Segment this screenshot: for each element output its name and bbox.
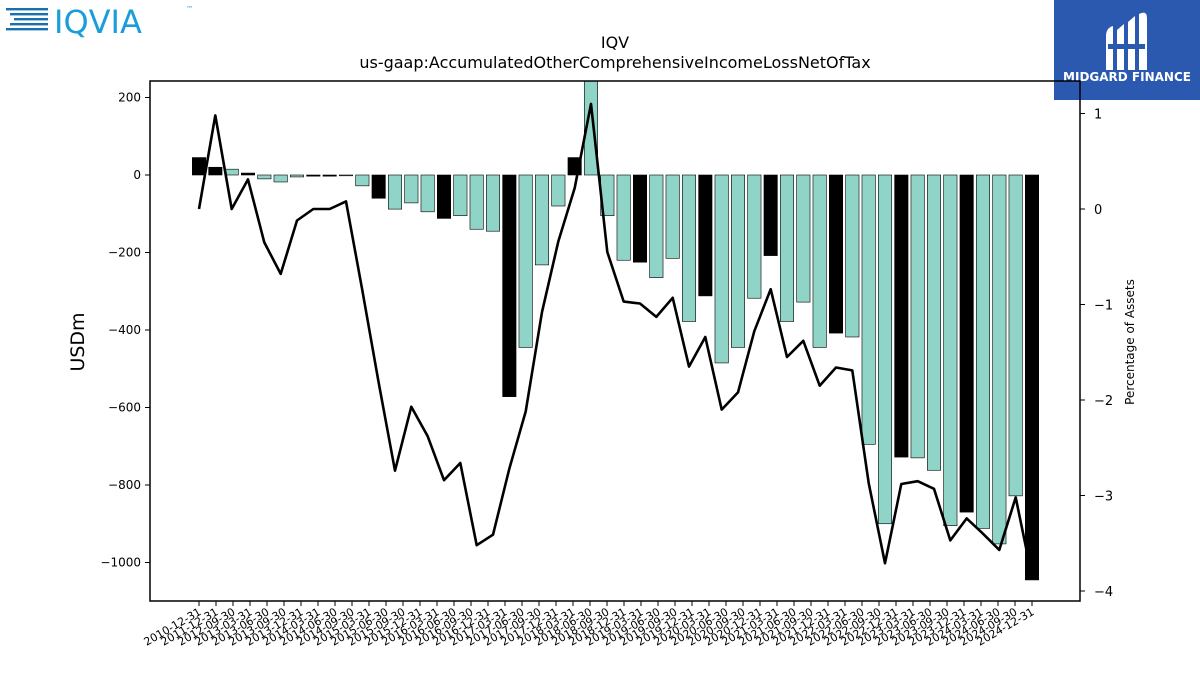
iqvia-logo: IQVIA ™ — [6, 3, 193, 41]
bar — [224, 168, 239, 176]
bar — [731, 174, 745, 348]
y-tick-label: −800 — [108, 478, 141, 492]
y2-tick-label: −1 — [1094, 299, 1113, 314]
bar — [1008, 174, 1023, 497]
bar — [241, 172, 255, 176]
chart-subtitle: us-gaap:AccumulatedOtherComprehensiveInc… — [359, 53, 870, 72]
bar — [322, 174, 337, 177]
bar — [551, 174, 566, 207]
y2-tick-label: −3 — [1094, 490, 1113, 505]
bar — [469, 174, 484, 230]
bar — [861, 174, 876, 445]
bar — [306, 174, 321, 177]
bar — [616, 174, 631, 261]
y-tick-label: −600 — [108, 401, 141, 415]
bar — [649, 174, 664, 278]
bar — [714, 174, 729, 364]
bar — [747, 174, 762, 299]
y-axis-ticks: 200 0 −200 −400 −600 −800 −1000 — [100, 91, 150, 570]
bar — [535, 174, 549, 266]
bar — [1025, 174, 1039, 581]
x-axis-ticks: 2010-12-312011-12-312012-09-302013-03-31… — [142, 601, 1037, 649]
y2-axis-ticks: 1 0 −1 −2 −3 −4 — [1080, 108, 1113, 600]
bar — [339, 174, 353, 177]
chart-title: IQV — [601, 33, 629, 52]
bar — [388, 174, 402, 210]
y2-tick-label: 1 — [1094, 108, 1102, 123]
midgard-logo-background — [1054, 0, 1200, 100]
iqvia-logo-text: IQVIA — [54, 3, 142, 41]
midgard-finance-logo: MIDGARD FINANCE — [1054, 0, 1200, 100]
bar — [355, 174, 370, 187]
midgard-emblem-icon — [1106, 12, 1147, 70]
percentage-line — [197, 102, 1034, 577]
bar — [845, 174, 860, 338]
bar — [976, 174, 990, 529]
bar — [992, 174, 1007, 545]
bar — [192, 157, 206, 176]
bar — [208, 166, 223, 176]
bar — [633, 174, 647, 263]
y2-tick-label: 0 — [1094, 203, 1102, 218]
y2-tick-label: −4 — [1094, 585, 1113, 600]
y2-axis-label: Percentage of Assets — [1123, 279, 1137, 405]
line-series — [197, 102, 1034, 577]
bar — [780, 174, 794, 322]
bar — [420, 174, 435, 213]
iqvia-logo-lines-icon — [6, 8, 48, 31]
bar — [453, 174, 468, 216]
bar — [518, 174, 533, 348]
bar — [959, 174, 974, 513]
y-tick-label: −200 — [108, 246, 141, 260]
y-tick-label: −400 — [108, 323, 141, 337]
bar — [894, 174, 909, 458]
y-tick-label: −1000 — [100, 556, 141, 570]
y-tick-label: 0 — [133, 168, 141, 182]
y2-tick-label: −2 — [1094, 394, 1113, 409]
bar — [927, 174, 941, 471]
bar — [273, 174, 288, 183]
bar — [404, 174, 419, 204]
bar — [878, 174, 892, 525]
bar — [682, 174, 696, 322]
bar — [257, 174, 272, 180]
y-axis-label: USDm — [67, 312, 89, 371]
bar — [763, 174, 778, 256]
bar — [437, 174, 451, 219]
bar — [943, 174, 958, 526]
bar — [665, 174, 680, 259]
bar — [698, 174, 713, 297]
bar — [371, 174, 386, 199]
bar — [290, 174, 304, 178]
bar — [812, 174, 827, 348]
y-tick-label: 200 — [118, 91, 141, 105]
iqvia-logo-tm: ™ — [186, 5, 193, 13]
bar — [910, 174, 925, 459]
bar — [486, 174, 500, 232]
bar — [502, 174, 517, 397]
bar-series — [192, 80, 1039, 581]
bar — [829, 174, 843, 334]
plot-frame — [149, 80, 1081, 602]
bar — [796, 174, 811, 303]
midgard-logo-text: MIDGARD FINANCE — [1063, 70, 1191, 84]
